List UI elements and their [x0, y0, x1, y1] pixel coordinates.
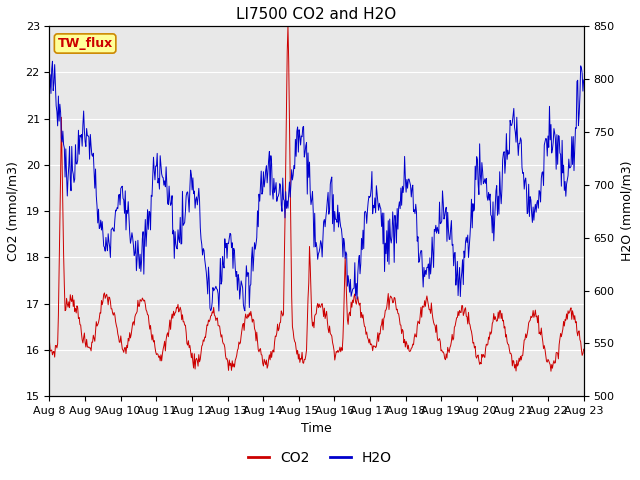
H2O: [215, 308, 223, 314]
Line: H2O: H2O: [49, 61, 584, 311]
CO2: [55, 266, 63, 272]
Line: CO2: CO2: [49, 26, 584, 371]
H2O: [399, 183, 406, 189]
H2O: [580, 77, 588, 83]
H2O: [111, 217, 118, 223]
CO2: [580, 346, 588, 352]
H2O: [193, 202, 201, 208]
Y-axis label: CO2 (mmol/m3): CO2 (mmol/m3): [7, 161, 20, 261]
Title: LI7500 CO2 and H2O: LI7500 CO2 and H2O: [236, 7, 397, 22]
CO2: [164, 334, 172, 340]
H2O: [56, 101, 64, 107]
CO2: [193, 355, 200, 361]
CO2: [110, 310, 118, 315]
H2O: [165, 183, 173, 189]
CO2: [45, 338, 53, 344]
CO2: [398, 331, 406, 336]
Text: TW_flux: TW_flux: [58, 37, 113, 50]
X-axis label: Time: Time: [301, 421, 332, 435]
Legend: CO2, H2O: CO2, H2O: [243, 445, 397, 471]
H2O: [383, 228, 390, 234]
CO2: [284, 23, 292, 29]
H2O: [49, 59, 56, 64]
CO2: [382, 307, 390, 313]
H2O: [45, 89, 53, 95]
Y-axis label: H2O (mmol/m3): H2O (mmol/m3): [620, 161, 633, 262]
CO2: [547, 368, 555, 374]
